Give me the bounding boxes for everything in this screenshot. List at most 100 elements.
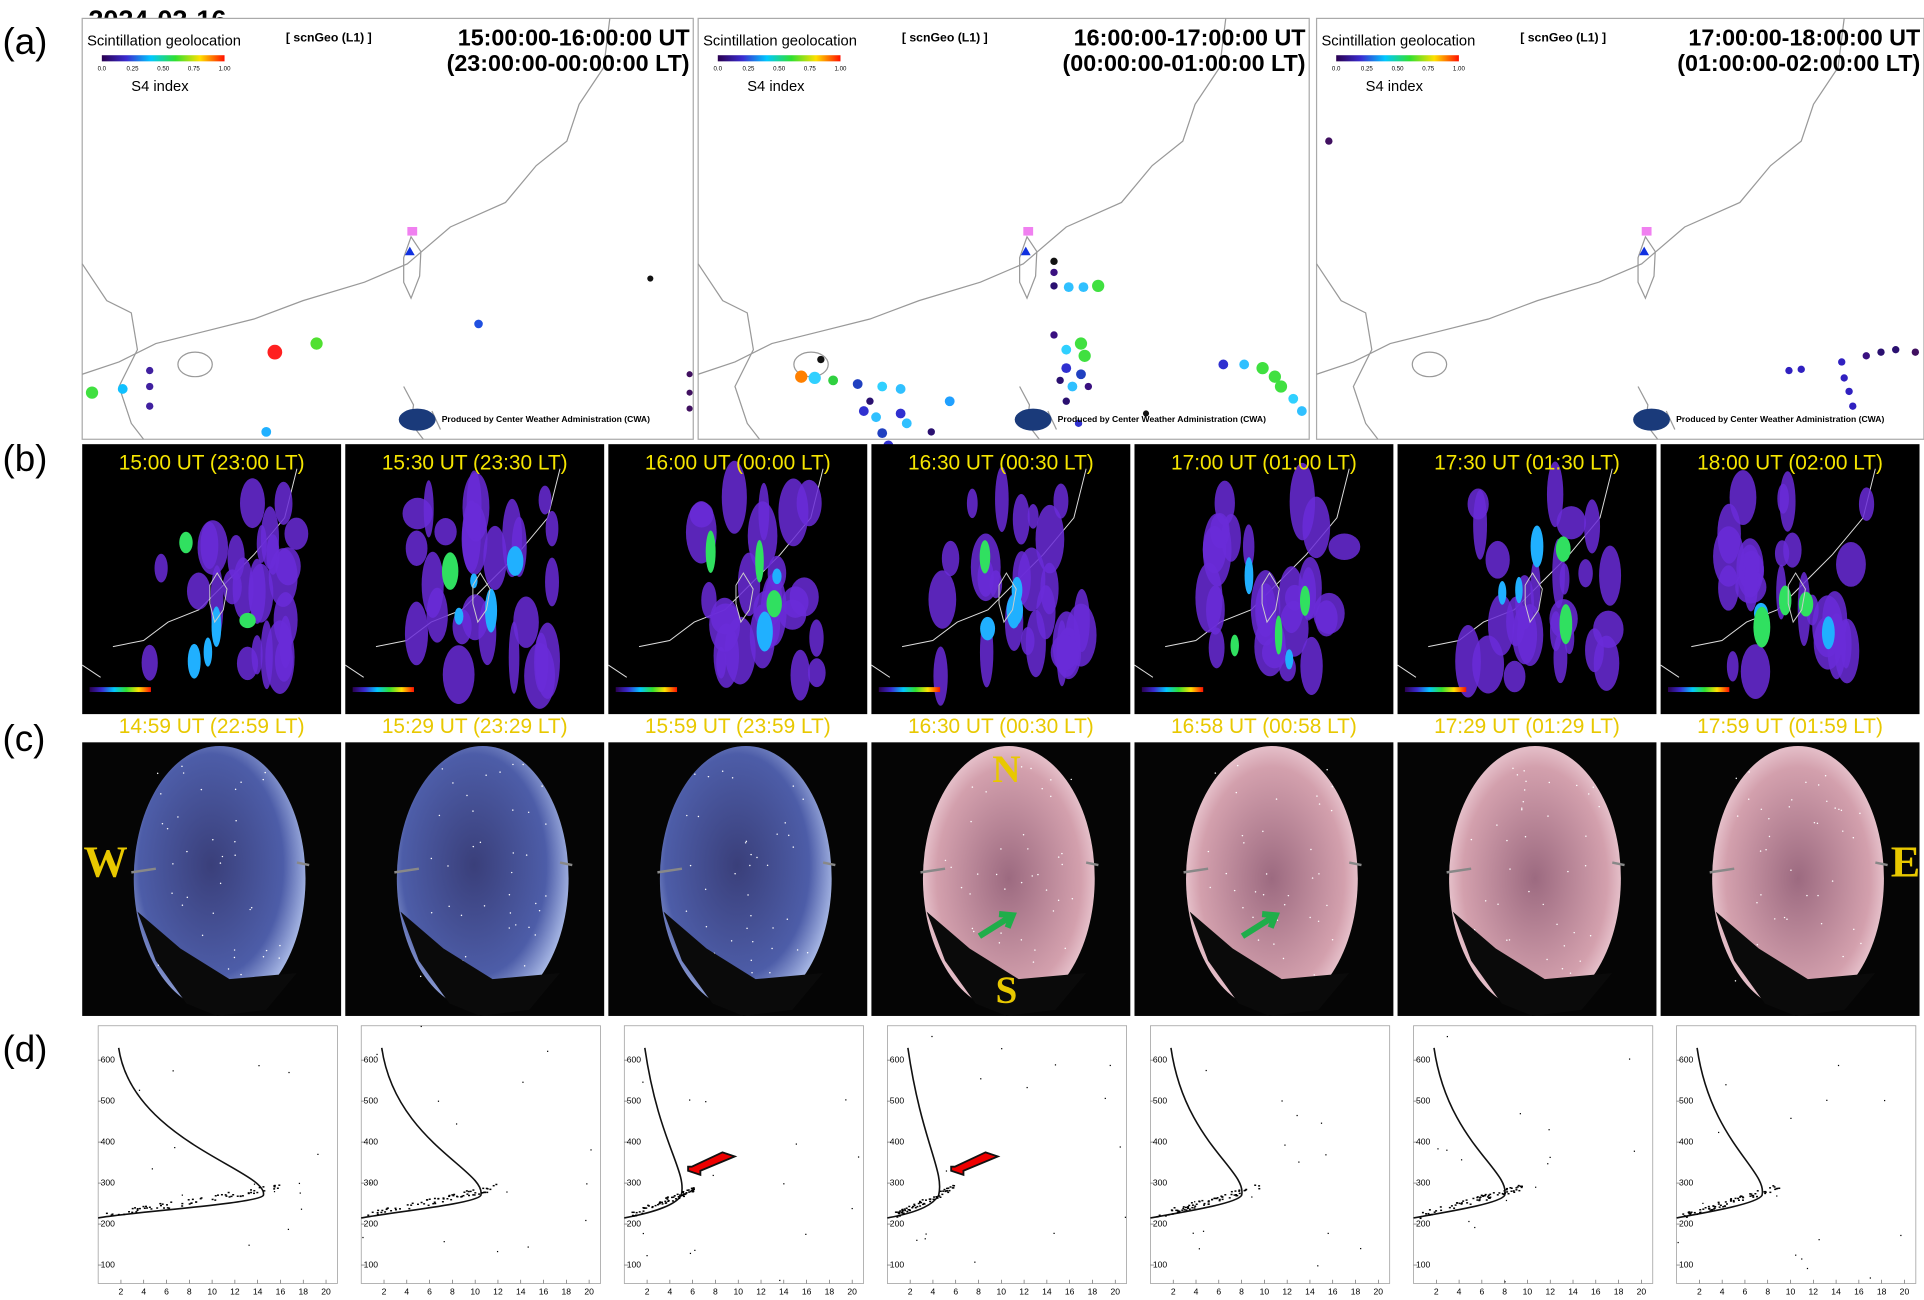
star — [1209, 886, 1211, 889]
star — [1470, 838, 1473, 841]
star — [1736, 815, 1739, 817]
colorbar-tick: 0.0 — [98, 65, 107, 72]
echo — [920, 1201, 923, 1204]
map-panel: Scintillation geolocation [ scnGeo (L1) ]… — [1315, 17, 1924, 440]
echo — [211, 1198, 214, 1201]
star — [1831, 880, 1834, 882]
echo — [1699, 1211, 1702, 1214]
star — [1326, 904, 1328, 907]
tec-blob — [1743, 558, 1758, 612]
echo — [1489, 1193, 1492, 1196]
tec-blob — [1256, 588, 1268, 629]
y-tick-label: 400 — [101, 1136, 116, 1146]
x-tick-label: 10 — [1786, 1286, 1796, 1296]
star — [1497, 903, 1499, 906]
direction-label: N — [992, 748, 1020, 791]
echo — [166, 1204, 168, 1206]
echo — [667, 1199, 670, 1202]
tec-blob — [535, 622, 560, 699]
echo — [902, 1212, 905, 1214]
noise — [362, 1236, 364, 1239]
tec-blob — [1208, 627, 1225, 669]
echo — [220, 1193, 223, 1196]
scintillation-point — [895, 384, 906, 394]
echo — [1176, 1209, 1179, 1212]
echo — [441, 1200, 444, 1203]
scintillation-point — [1050, 331, 1058, 339]
tec-blob — [1858, 487, 1875, 521]
cwa-logo — [1014, 408, 1052, 431]
tec-blob — [701, 581, 717, 619]
echo — [909, 1209, 911, 1212]
x-tick-label: 8 — [450, 1286, 455, 1296]
noise — [1460, 1159, 1463, 1161]
echo — [1730, 1198, 1733, 1200]
star — [234, 788, 237, 791]
star — [721, 770, 724, 772]
echo — [1448, 1206, 1451, 1209]
echo — [1682, 1213, 1685, 1215]
echo — [908, 1205, 911, 1208]
x-tick-label: 14 — [1305, 1286, 1315, 1296]
star — [1273, 943, 1275, 945]
echo — [230, 1195, 233, 1198]
echo — [683, 1193, 685, 1195]
echo — [1238, 1192, 1241, 1195]
sky-time: 17:29 UT (01:29 LT) — [1434, 715, 1620, 738]
map-title: Scintillation geolocation — [1321, 34, 1475, 50]
sky-panel: 15:29 UT (23:29 LT) — [345, 715, 605, 1016]
scintillation-point — [1274, 380, 1288, 393]
tec-blob — [275, 547, 301, 586]
star — [1311, 877, 1314, 879]
echo — [632, 1214, 634, 1217]
map-frame — [81, 17, 694, 440]
echo — [928, 1198, 931, 1200]
pointer — [1709, 867, 1735, 874]
echo — [394, 1207, 397, 1210]
echo — [1419, 1217, 1422, 1220]
scintillation-point — [1845, 387, 1853, 396]
echo — [686, 1189, 689, 1191]
tec-blob — [709, 597, 741, 652]
echo — [1156, 1216, 1159, 1218]
echo — [1773, 1186, 1776, 1188]
echo — [131, 1211, 134, 1214]
star — [1057, 856, 1060, 858]
noise — [1437, 1148, 1439, 1150]
x-tick-label: 6 — [690, 1286, 695, 1296]
noise — [1535, 1186, 1537, 1188]
pointer — [657, 867, 683, 874]
y-tick-label: 300 — [1416, 1177, 1431, 1187]
echo — [1245, 1188, 1248, 1191]
scintillation-point — [1239, 359, 1250, 370]
echo — [136, 1208, 139, 1210]
scintillation-point — [310, 337, 323, 350]
taiwan — [1637, 235, 1656, 300]
tec-taiwan — [209, 572, 228, 624]
star — [483, 905, 486, 907]
echo — [1776, 1187, 1779, 1190]
echo — [1167, 1214, 1170, 1216]
noise — [1504, 1281, 1506, 1283]
tec-blob — [755, 539, 764, 583]
star — [1556, 923, 1558, 926]
y-tick-label: 200 — [101, 1218, 116, 1228]
echo — [1739, 1196, 1742, 1198]
star — [1045, 889, 1048, 891]
echo — [948, 1189, 951, 1192]
star — [1786, 918, 1788, 920]
pointer — [1348, 861, 1362, 867]
noise — [253, 1183, 256, 1185]
tec-blob — [211, 606, 222, 648]
star — [1207, 850, 1210, 853]
echo — [693, 1188, 696, 1190]
scintillation-point — [1142, 410, 1150, 417]
echo — [1258, 1185, 1261, 1187]
star — [1563, 945, 1566, 947]
x-tick-label: 4 — [1194, 1286, 1199, 1296]
scintillation-point — [895, 408, 906, 419]
star — [466, 794, 468, 797]
echo — [1453, 1207, 1456, 1209]
tec-blob — [265, 620, 295, 694]
echo — [239, 1195, 242, 1197]
